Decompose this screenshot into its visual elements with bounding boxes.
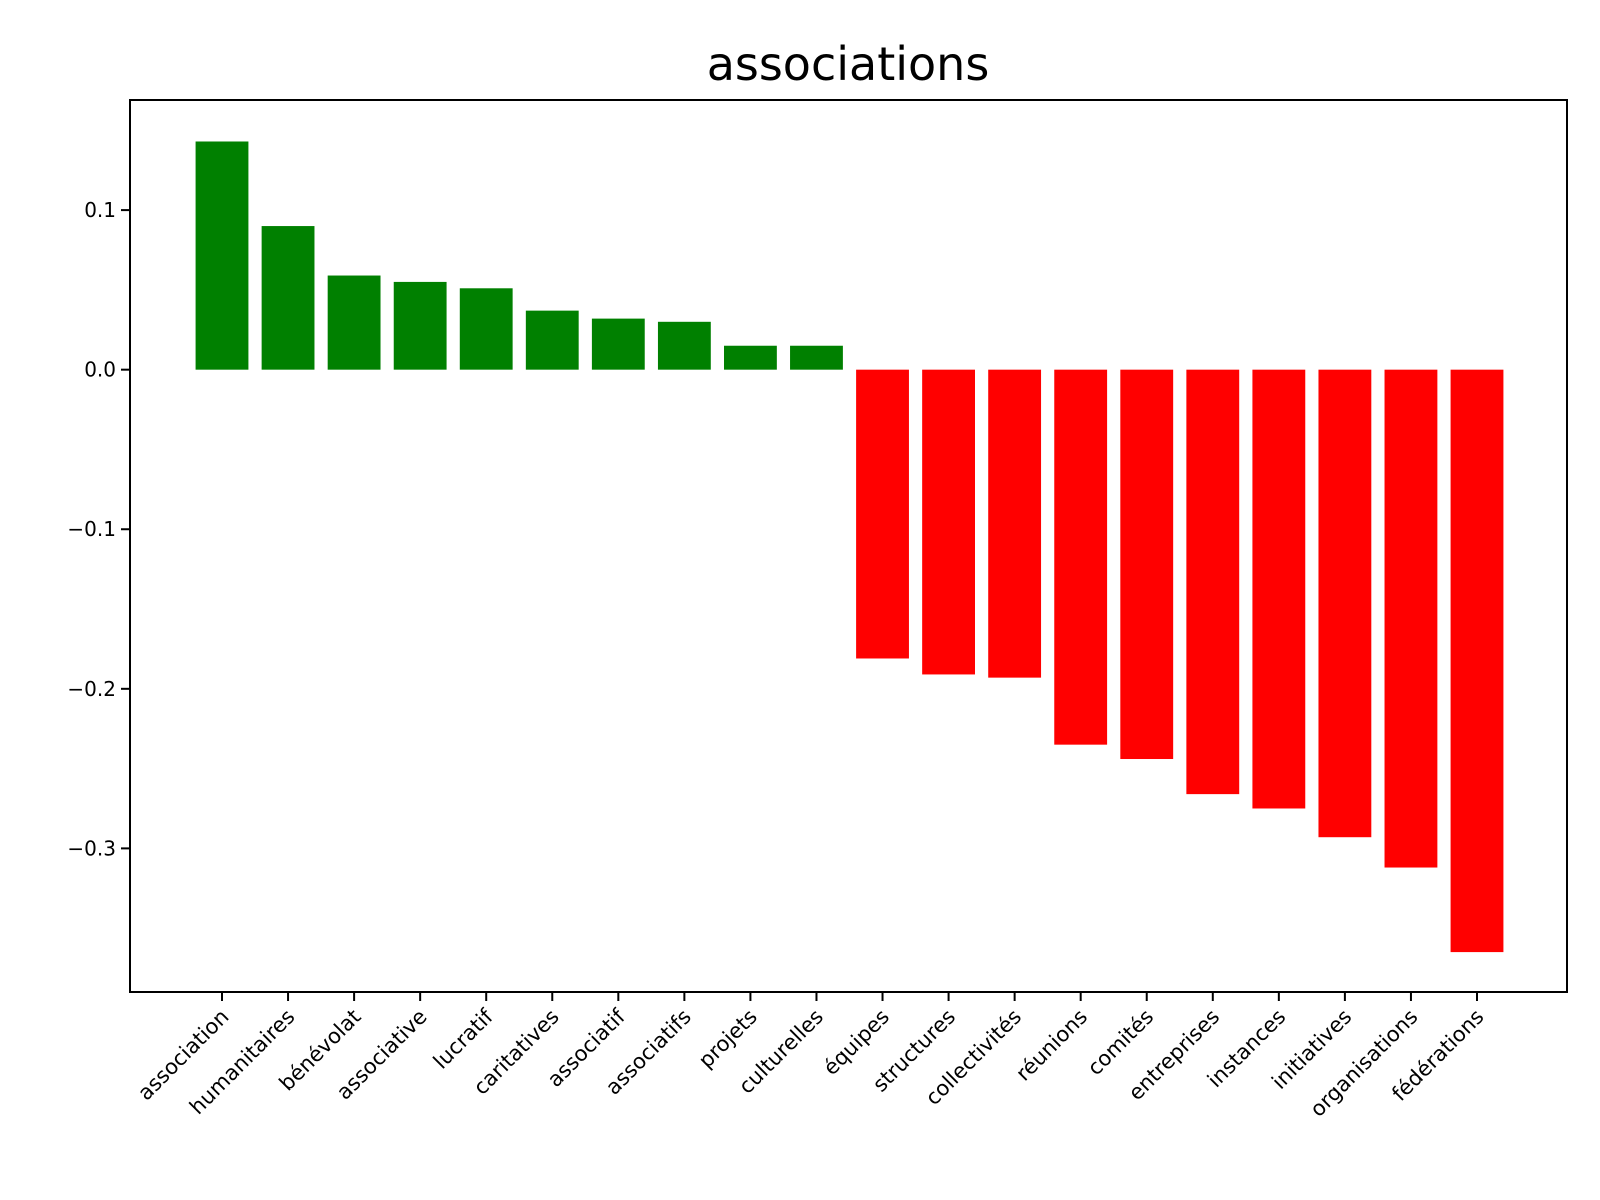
bar-13 [988,369,1042,678]
bar-7 [591,318,645,370]
x-axis: associationhumanitairesbénévolatassociat… [133,992,1489,1122]
bar-2 [261,226,315,370]
bar-20 [1450,369,1504,953]
x-tick-label-9: projets [694,1005,762,1073]
bars-group [195,141,1504,953]
bar-14 [1054,369,1108,745]
bar-15 [1120,369,1174,760]
bar-1 [195,141,249,370]
bar-10 [790,345,843,370]
bar-19 [1384,369,1438,868]
bar-16 [1186,369,1240,795]
bar-3 [327,275,381,370]
x-tick-label-14: réunions [1011,1005,1092,1086]
bar-17 [1252,369,1306,809]
y-tick-label-1: 0.1 [84,198,116,222]
y-tick-label-4: −0.2 [67,677,116,701]
bar-6 [525,310,579,370]
bar-4 [393,281,447,370]
y-tick-label-2: 0.0 [84,358,116,382]
y-axis: 0.1 0.0 −0.1 −0.2 −0.3 [67,198,130,860]
bar-8 [657,321,711,370]
bar-18 [1318,369,1372,838]
chart-title: associations [707,37,990,91]
y-tick-label-3: −0.1 [67,517,116,541]
bar-11 [856,369,909,659]
bar-9 [724,345,777,370]
y-tick-label-5: −0.3 [67,836,116,860]
bar-12 [922,369,975,675]
plot-frame [129,99,1568,993]
bar-5 [459,288,513,370]
